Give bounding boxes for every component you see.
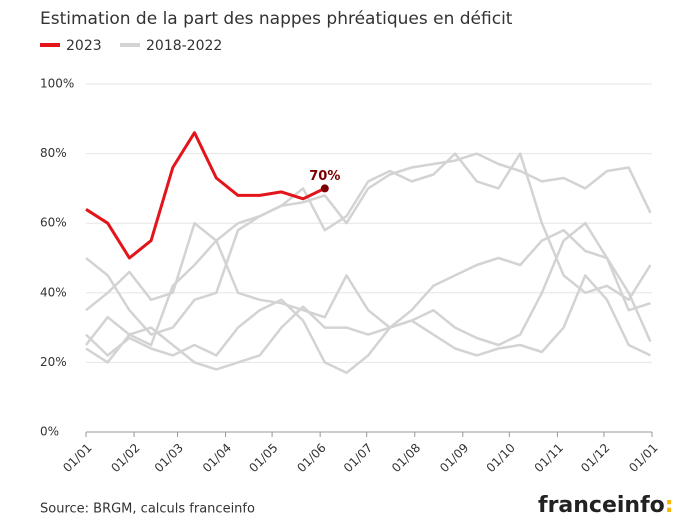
x-tick-label: 01/07 (341, 441, 375, 475)
y-tick-label: 80% (40, 146, 67, 160)
line (85, 274, 651, 375)
chart-title: Estimation de la part des nappes phréati… (40, 9, 513, 29)
y-tick-label: 40% (40, 285, 67, 299)
x-tick-label: 01/06 (294, 441, 328, 475)
x-tick-label: 01/01 (60, 441, 94, 475)
x-tick-label: 01/03 (152, 441, 186, 475)
legend-label: 2018-2022 (146, 38, 222, 54)
y-tick-label: 100% (40, 77, 74, 91)
brand-name: franceinfo (538, 493, 665, 518)
legend-swatch (120, 43, 140, 47)
line (85, 152, 652, 336)
source: Source: BRGM, calculs franceinfo (40, 502, 255, 517)
x-tick-label: 01/02 (108, 441, 142, 475)
x-tick-label: 01/05 (246, 441, 280, 475)
line (85, 152, 652, 347)
y-tick-label: 20% (40, 355, 67, 369)
x-tick-label: 01/10 (484, 441, 518, 475)
line (85, 228, 652, 371)
x-tick-label: 01/09 (437, 441, 471, 475)
legend-swatch (40, 43, 60, 47)
x-tick-label: 01/04 (200, 441, 234, 475)
brand-mark: : (665, 493, 674, 518)
legend-label: 2023 (66, 38, 102, 54)
line (85, 221, 651, 347)
y-tick-label: 0% (40, 425, 59, 439)
brand-logo: franceinfo: (538, 493, 674, 518)
end-point (320, 184, 329, 193)
y-tick-label: 60% (40, 216, 67, 230)
x-tick-label: 01/12 (578, 441, 612, 475)
x-tick-label: 01/01 (626, 441, 660, 475)
x-tick-label: 01/11 (532, 441, 566, 475)
value-label: 70% (309, 169, 340, 184)
x-tick-label: 01/08 (389, 441, 423, 475)
line (85, 131, 326, 260)
